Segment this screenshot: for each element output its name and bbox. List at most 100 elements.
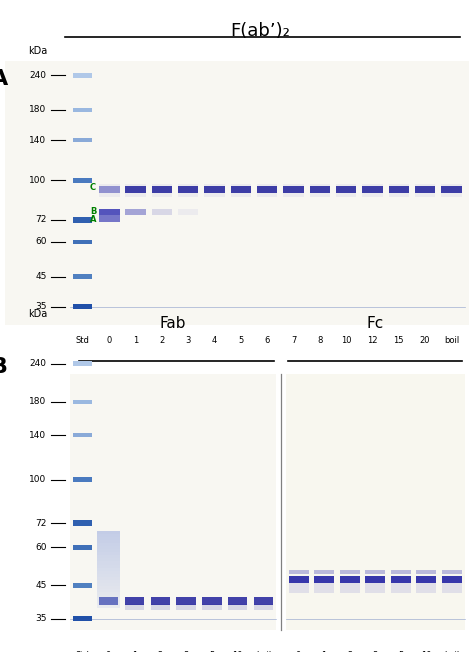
Text: 10: 10 — [341, 336, 351, 345]
Text: Std: Std — [76, 651, 90, 652]
Text: F(ab’)₂: F(ab’)₂ — [230, 22, 290, 40]
Bar — [257, 186, 277, 192]
Bar — [97, 599, 120, 602]
Bar — [73, 616, 92, 621]
Bar — [97, 556, 120, 558]
Bar — [73, 583, 92, 587]
Bar — [365, 570, 385, 574]
Text: B: B — [0, 357, 8, 377]
Bar — [178, 184, 199, 197]
Bar — [125, 604, 144, 610]
Text: 180: 180 — [29, 397, 46, 406]
Bar — [389, 186, 409, 192]
Bar — [97, 537, 120, 540]
Bar — [97, 592, 120, 595]
Bar — [73, 433, 92, 437]
Bar — [176, 597, 196, 604]
Bar — [73, 216, 92, 223]
Bar — [73, 178, 92, 183]
Text: kDa: kDa — [27, 46, 47, 55]
Bar — [254, 604, 273, 610]
Text: 1: 1 — [133, 336, 138, 345]
Text: 60: 60 — [35, 542, 46, 552]
Text: 2: 2 — [347, 651, 352, 652]
Bar — [70, 374, 276, 630]
Bar — [340, 570, 360, 574]
Bar — [151, 604, 170, 610]
Bar — [151, 597, 170, 604]
Text: 3: 3 — [185, 336, 191, 345]
Bar — [99, 215, 119, 222]
Bar — [73, 239, 92, 244]
Bar — [391, 576, 410, 584]
Text: 72: 72 — [35, 518, 46, 527]
Bar — [340, 576, 360, 584]
Bar — [310, 186, 330, 192]
Bar — [99, 597, 118, 604]
Bar — [97, 549, 120, 552]
Text: 15: 15 — [393, 336, 404, 345]
Text: boil: boil — [444, 651, 459, 652]
Bar — [442, 576, 462, 584]
Bar — [97, 531, 120, 534]
Text: Minutes at 50°C in Non-Reducing SDS-PAGE Sample Buffer: Minutes at 50°C in Non-Reducing SDS-PAGE… — [123, 351, 388, 361]
Bar — [442, 583, 462, 593]
Bar — [97, 552, 120, 556]
Bar — [97, 580, 120, 583]
Text: 240: 240 — [29, 359, 46, 368]
Bar — [228, 597, 247, 604]
Text: 20: 20 — [420, 336, 430, 345]
Bar — [97, 546, 120, 549]
Bar — [416, 576, 436, 584]
Text: 5: 5 — [238, 336, 244, 345]
Bar — [362, 186, 383, 192]
Bar — [204, 184, 225, 197]
Bar — [125, 209, 146, 215]
Bar — [202, 597, 221, 604]
Bar — [362, 184, 383, 197]
Bar — [283, 184, 304, 197]
Bar — [336, 184, 356, 197]
Text: A: A — [0, 69, 8, 89]
Bar — [391, 583, 410, 593]
Bar — [97, 540, 120, 543]
Bar — [73, 304, 92, 310]
Bar — [97, 586, 120, 589]
Bar — [415, 186, 436, 192]
Text: 5: 5 — [398, 651, 403, 652]
Text: 10: 10 — [421, 651, 431, 652]
Bar — [97, 589, 120, 592]
Bar — [289, 576, 309, 584]
Bar — [314, 576, 334, 584]
Bar — [441, 184, 462, 197]
Text: 2: 2 — [159, 336, 164, 345]
Bar — [389, 184, 409, 197]
Bar — [99, 209, 119, 215]
Text: 45: 45 — [35, 272, 46, 281]
Text: A: A — [90, 215, 96, 224]
Text: Std: Std — [76, 336, 90, 345]
Bar — [97, 565, 120, 568]
Text: 240: 240 — [29, 70, 46, 80]
Text: 72: 72 — [35, 216, 46, 224]
Bar — [204, 186, 225, 192]
Bar — [257, 184, 277, 197]
Text: 6: 6 — [264, 336, 270, 345]
Bar — [152, 209, 172, 215]
Bar — [97, 568, 120, 570]
Bar — [286, 374, 465, 630]
Bar — [125, 597, 144, 604]
Text: 100: 100 — [29, 475, 46, 484]
Bar — [73, 477, 92, 482]
Bar — [73, 274, 92, 279]
Bar — [441, 186, 462, 192]
Bar — [365, 583, 385, 593]
Bar — [289, 583, 309, 593]
Bar — [97, 561, 120, 565]
Bar — [231, 184, 251, 197]
Text: 35: 35 — [35, 303, 46, 311]
Bar — [310, 184, 330, 197]
Bar — [73, 108, 92, 111]
Bar — [415, 184, 436, 197]
Bar — [97, 602, 120, 604]
